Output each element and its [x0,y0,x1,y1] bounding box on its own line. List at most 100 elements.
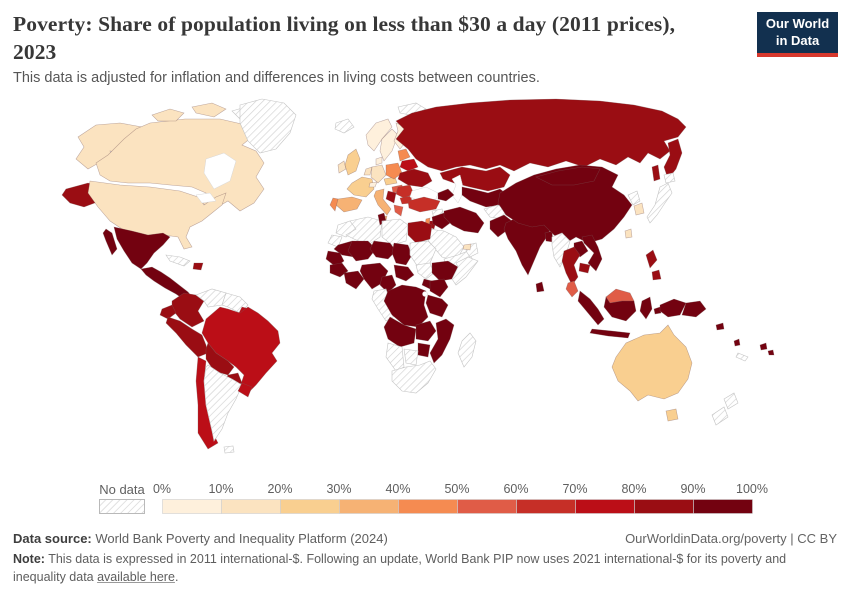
country-china[interactable] [497,164,633,244]
country-ukraine[interactable] [397,168,433,188]
country-colombia[interactable] [171,292,205,328]
country-chad[interactable] [391,242,413,266]
country-zambia[interactable] [415,320,437,342]
country-greenland[interactable] [239,98,297,154]
country-caucasus[interactable] [437,188,455,202]
country-sumatra[interactable] [577,290,605,326]
country-japan[interactable] [646,182,673,224]
country-madagascar[interactable] [457,332,477,368]
country-cambodia[interactable] [578,262,591,274]
country-germany[interactable] [370,164,387,184]
country-italy[interactable] [373,188,392,216]
country-hispaniola[interactable] [192,262,204,271]
legend-swatch-20-30[interactable] [280,499,340,514]
country-philippines[interactable] [645,249,658,269]
country-malaysia-peninsular[interactable] [565,280,579,298]
country-thailand[interactable] [561,246,581,286]
country-greece[interactable] [393,204,404,217]
country-canada-arctic-2[interactable] [191,102,227,118]
country-egypt[interactable] [407,220,433,244]
legend-swatch-30-40[interactable] [339,499,399,514]
country-vietnam[interactable] [581,234,603,272]
country-uk[interactable] [344,148,361,176]
country-mali[interactable] [347,240,377,262]
country-new-zealand-north[interactable] [723,392,739,410]
country-norway[interactable] [365,118,393,152]
legend-swatch-60-70[interactable] [516,499,576,514]
country-romania[interactable] [395,184,415,199]
country-taiwan[interactable] [624,228,633,239]
country-argentina[interactable] [203,364,243,442]
country-central-african-republic[interactable] [393,264,415,282]
country-namibia[interactable] [385,342,405,372]
country-ivory-ghana[interactable] [343,270,365,290]
country-solomon-islands[interactable] [715,322,725,331]
country-canada-arctic-1[interactable] [151,108,185,122]
country-tanzania[interactable] [425,294,449,318]
country-south-korea[interactable] [633,202,645,216]
country-france[interactable] [346,176,375,198]
country-russia-sakhalin[interactable] [651,164,661,182]
country-uae[interactable] [462,243,472,251]
country-south-sudan[interactable] [415,262,435,280]
country-turkey[interactable] [407,196,441,213]
country-papua-new-guinea[interactable] [681,300,707,318]
country-sulawesi[interactable] [639,296,653,320]
country-fiji[interactable] [759,342,768,351]
country-uruguay[interactable] [237,382,253,398]
country-baltics[interactable] [397,148,411,162]
country-philippines-south[interactable] [651,269,662,281]
country-kenya[interactable] [429,278,449,298]
country-mongolia[interactable] [535,166,601,186]
legend-swatch-80-90[interactable] [634,499,694,514]
owid-logo[interactable]: Our World in Data [757,12,838,57]
country-portugal[interactable] [329,197,339,212]
country-japan-hokkaido[interactable] [663,172,676,184]
country-iran[interactable] [443,206,485,234]
country-angola[interactable] [383,316,417,348]
country-mexico-baja[interactable] [102,228,118,256]
country-russia[interactable] [395,98,687,172]
country-new-zealand-south[interactable] [711,406,729,426]
country-cuba[interactable] [165,254,191,267]
country-australia[interactable] [611,324,693,402]
country-south-africa[interactable] [391,360,437,394]
country-denmark[interactable] [375,156,383,166]
country-java[interactable] [589,328,631,339]
country-niger[interactable] [369,240,397,260]
legend-swatch-40-50[interactable] [398,499,458,514]
country-iceland[interactable] [334,118,355,134]
country-tasmania[interactable] [665,408,679,422]
country-switzerland[interactable] [368,181,378,188]
legend-swatch-50-60[interactable] [457,499,517,514]
legend-swatch-70-80[interactable] [575,499,635,514]
country-moluccas[interactable] [653,306,662,315]
country-vanuatu[interactable] [733,338,741,347]
country-kazakhstan[interactable] [439,166,511,192]
country-new-caledonia[interactable] [735,352,749,362]
legend-swatch-90-100[interactable] [693,499,753,514]
country-falklands[interactable] [223,445,235,454]
country-balkans[interactable] [385,190,397,204]
footnote-link[interactable]: available here [97,569,175,584]
country-sweden[interactable] [379,128,399,162]
country-drc[interactable] [383,284,429,328]
legend-no-data-swatch[interactable] [99,499,145,514]
country-mexico[interactable] [113,226,171,270]
country-fiji-east[interactable] [767,349,775,356]
country-usa[interactable] [87,180,227,250]
legend-swatch-0-10[interactable] [162,499,222,514]
country-libya[interactable] [381,218,409,246]
country-poland[interactable] [385,162,403,180]
country-botswana[interactable] [403,348,419,366]
country-spain[interactable] [335,196,363,213]
country-somalia[interactable] [451,256,479,286]
country-mozambique[interactable] [429,318,455,364]
country-ireland[interactable] [337,160,347,174]
country-sri-lanka[interactable] [535,281,545,293]
country-north-korea[interactable] [627,190,641,206]
country-zimbabwe[interactable] [417,342,431,358]
country-ecuador[interactable] [159,304,177,320]
legend-swatch-10-20[interactable] [221,499,281,514]
country-kalimantan[interactable] [603,296,637,322]
